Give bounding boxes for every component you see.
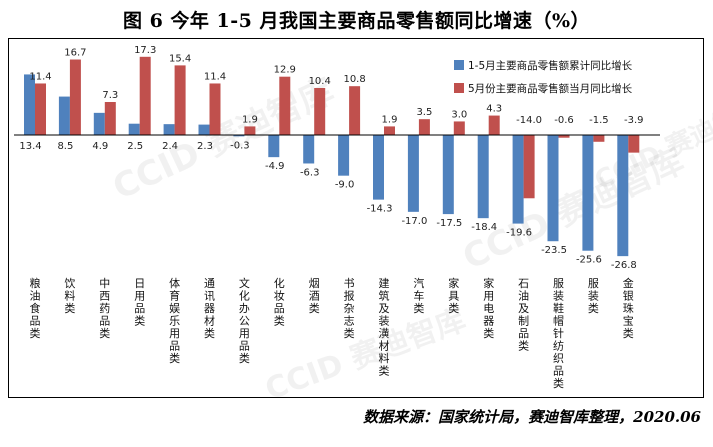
label-may-4: 15.4 [169, 53, 191, 64]
source-note: 数据来源：国家统计局，赛迪智库整理，2020.06 [363, 408, 701, 426]
bar-may-9 [349, 86, 361, 135]
label-cumulative-4: 2.4 [162, 141, 178, 152]
category-label-14: 石油及制品类 [518, 277, 529, 353]
bar-cumulative-3 [128, 123, 140, 135]
label-may-2: 7.3 [102, 90, 118, 101]
bar-may-12 [453, 121, 465, 135]
watermark-3: CCID 赛迪智库 [261, 303, 471, 408]
bar-cumulative-10 [373, 135, 384, 200]
chart-frame [8, 38, 704, 398]
label-may-0: 11.4 [29, 71, 51, 82]
bar-may-10 [384, 126, 395, 135]
label-cumulative-2: 4.9 [92, 141, 108, 152]
bar-cumulative-16 [582, 135, 594, 251]
label-cumulative-6: -0.3 [230, 140, 250, 151]
bar-may-0 [35, 83, 46, 135]
legend-swatch-cumulative [454, 60, 464, 70]
category-label-0: 粮油食品类 [30, 276, 41, 340]
category-label-11: 汽车类 [413, 276, 424, 315]
bar-cumulative-12 [442, 135, 454, 215]
legend-swatch-may [454, 83, 464, 93]
label-may-6: 1.9 [242, 114, 258, 125]
category-label-4: 体育娱乐用品类 [169, 276, 180, 365]
label-may-1: 16.7 [64, 48, 86, 59]
label-cumulative-15: -23.5 [541, 245, 567, 256]
category-label-16: 服装类 [588, 277, 599, 315]
category-label-17: 金银珠宝类 [623, 276, 634, 340]
bar-may-4 [174, 65, 186, 135]
bar-cumulative-2 [93, 112, 105, 135]
bar-cumulative-17 [617, 135, 629, 257]
chart-title: 图 6 今年 1-5 月我国主要商品零售额同比增速（%） [122, 10, 591, 32]
category-label-2: 中西药品类 [99, 277, 110, 340]
label-may-16: -1.5 [589, 115, 609, 126]
bar-cumulative-6 [233, 135, 245, 137]
bar-may-11 [418, 119, 430, 135]
bar-cumulative-14 [512, 135, 524, 224]
bar-cumulative-8 [303, 135, 315, 164]
label-cumulative-17: -26.8 [611, 260, 637, 271]
label-cumulative-5: 2.3 [197, 141, 213, 152]
label-may-8: 10.4 [309, 76, 331, 87]
label-cumulative-0: 13.4 [19, 141, 41, 152]
bar-may-1 [69, 59, 81, 135]
bar-may-17 [628, 135, 640, 153]
bar-cumulative-0 [24, 74, 35, 135]
label-cumulative-14: -19.6 [506, 228, 532, 239]
bar-may-5 [209, 83, 221, 135]
category-label-6: 文化办公用品类 [239, 276, 250, 365]
bar-may-2 [104, 102, 116, 135]
label-cumulative-1: 8.5 [57, 141, 73, 152]
category-label-1: 饮料类 [64, 277, 75, 315]
category-label-8: 烟酒类 [309, 276, 320, 315]
bar-cumulative-4 [163, 124, 175, 135]
label-may-15: -0.6 [554, 115, 574, 126]
label-may-11: 3.5 [416, 107, 432, 118]
category-label-12: 家具类 [448, 276, 459, 315]
bar-cumulative-11 [407, 135, 419, 212]
category-label-7: 化妆品类 [274, 276, 285, 328]
category-label-10: 建筑及装潢材料类 [379, 276, 390, 378]
bar-may-14 [523, 135, 535, 199]
bar-may-6 [244, 126, 256, 135]
label-cumulative-16: -25.6 [576, 255, 602, 266]
category-label-9: 书报杂志类 [344, 277, 355, 340]
category-label-13: 家用电器类 [483, 276, 494, 340]
bar-cumulative-1 [58, 96, 70, 135]
category-label-5: 通讯器材类 [204, 277, 215, 340]
bar-cumulative-7 [268, 135, 280, 158]
label-cumulative-11: -17.0 [401, 216, 427, 227]
bar-cumulative-9 [338, 135, 350, 176]
category-label-3: 日用品类 [134, 277, 145, 328]
bar-may-8 [314, 87, 326, 135]
label-may-10: 1.9 [382, 114, 398, 125]
bar-may-7 [279, 76, 291, 135]
legend-label-cumulative: 1-5月主要商品零售额累计同比增长 [468, 59, 633, 72]
label-may-12: 3.0 [451, 109, 467, 120]
bar-may-3 [139, 56, 151, 135]
bar-may-16 [593, 135, 605, 142]
label-may-14: -14.0 [516, 115, 542, 126]
bar-may-13 [488, 115, 500, 135]
label-may-17: -3.9 [624, 115, 644, 126]
bar-cumulative-15 [547, 135, 559, 242]
bar-may-15 [558, 135, 570, 138]
label-cumulative-13: -18.4 [471, 222, 497, 233]
label-cumulative-12: -17.5 [436, 218, 462, 229]
label-may-3: 17.3 [134, 45, 156, 56]
label-cumulative-3: 2.5 [127, 141, 143, 152]
label-may-5: 11.4 [204, 71, 226, 82]
label-cumulative-8: -6.3 [300, 167, 320, 178]
label-cumulative-7: -4.9 [265, 161, 285, 172]
bar-cumulative-13 [477, 135, 489, 219]
label-cumulative-9: -9.0 [335, 180, 355, 191]
label-may-13: 4.3 [486, 104, 502, 115]
label-cumulative-10: -14.3 [367, 204, 393, 215]
legend-label-may: 5月份主要商品零售额当月同比增长 [468, 82, 633, 95]
label-may-7: 12.9 [274, 65, 296, 76]
label-may-9: 10.8 [343, 74, 365, 85]
bar-cumulative-5 [198, 124, 210, 135]
category-label-15: 服装鞋帽针纺织品类 [553, 277, 564, 390]
